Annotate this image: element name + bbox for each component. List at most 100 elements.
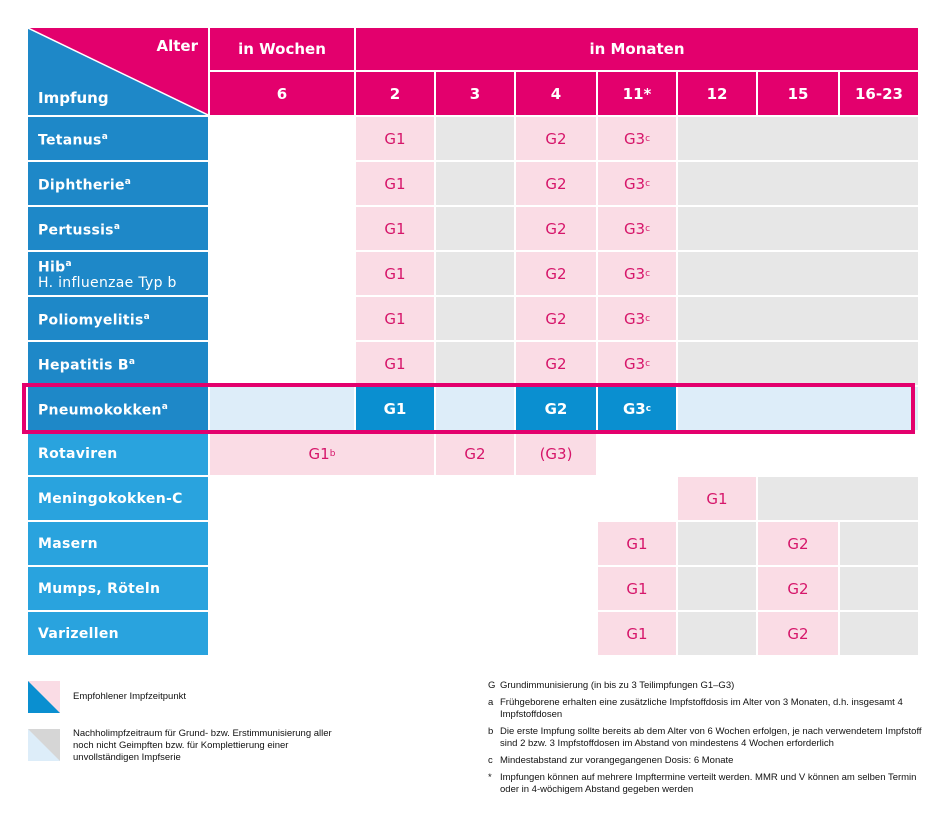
vaccine-name: Varizellen: [38, 625, 119, 642]
vaccine-label-rotaviren: Rotaviren: [28, 432, 208, 475]
vaccine-name-line: Hepatitis Ba: [38, 354, 208, 374]
vaccine-name-line: Meningokokken-C: [38, 491, 208, 507]
dose-label: G2: [545, 219, 567, 238]
dose-cell: G1: [356, 342, 434, 385]
empty-cell: [436, 207, 514, 250]
footnote: c Mindestabstand zur vorangegangenen Dosi…: [488, 755, 930, 767]
dose-cell: G1: [598, 612, 676, 655]
empty-cell: [436, 252, 514, 295]
footnote-key: b: [488, 726, 494, 737]
empty-cell: [678, 342, 918, 385]
vaccine-name: Hib: [38, 259, 66, 276]
age-column-header: 15: [758, 72, 838, 115]
empty-cell: [436, 117, 514, 160]
dose-cell: G3 c: [598, 162, 676, 205]
dose-cell: G2: [436, 432, 514, 475]
dose-cell: G2: [516, 342, 596, 385]
footnote-marker: a: [101, 131, 109, 142]
footnote-text: Frühgeborene erhalten eine zusätzliche I…: [500, 697, 903, 720]
empty-cell: [678, 567, 756, 610]
vaccine-header-label: Impfung: [38, 89, 109, 107]
dose-cell: G1: [356, 252, 434, 295]
dose-label: G1: [384, 129, 406, 148]
empty-cell: [210, 252, 354, 295]
dose-cell: G3 c: [598, 297, 676, 340]
dose-cell: G2: [516, 207, 596, 250]
catchup-swatch-icon: [28, 729, 60, 761]
age-column-header: 4: [516, 72, 596, 115]
vaccine-name: Rotaviren: [38, 445, 118, 462]
age-column-header: 16-23: [840, 72, 918, 115]
empty-cell: [210, 207, 354, 250]
vaccine-name-line: Mumps, Röteln: [38, 581, 208, 597]
footnote-marker: a: [128, 356, 136, 367]
vaccine-name-line: Tetanusa: [38, 129, 208, 149]
dose-cell: G3 c: [598, 252, 676, 295]
empty-cell: [436, 297, 514, 340]
vaccine-name-line: Diphtheriea: [38, 174, 208, 194]
dose-footnote-marker: c: [645, 178, 651, 189]
age-column-header: 12: [678, 72, 756, 115]
age-column-header: 3: [436, 72, 514, 115]
dose-cell: G1 b: [210, 432, 434, 475]
empty-cell: [840, 522, 918, 565]
vaccine-name-line: Varizellen: [38, 626, 208, 642]
footnote-marker: a: [124, 176, 132, 187]
age-column-header: 11*: [598, 72, 676, 115]
dose-cell: G1: [356, 117, 434, 160]
dose-cell: G1: [678, 477, 756, 520]
empty-cell: [678, 387, 918, 430]
empty-cell: [210, 567, 596, 610]
dose-cell: G1: [356, 387, 434, 430]
footnote: b Die erste Impfung sollte bereits ab dem…: [488, 726, 930, 750]
empty-cell: [678, 522, 756, 565]
dose-cell: G2: [516, 297, 596, 340]
dose-label: G2: [545, 264, 567, 283]
dose-footnote-marker: c: [645, 313, 651, 324]
dose-label: G2: [787, 534, 809, 553]
dose-label: G1: [308, 444, 330, 463]
footnote-key: c: [488, 755, 493, 766]
weeks-group-header: in Wochen: [210, 28, 354, 70]
empty-cell: [840, 567, 918, 610]
dose-cell: G1: [356, 162, 434, 205]
months-group-header: in Monaten: [356, 28, 918, 70]
dose-cell: G2: [516, 387, 596, 430]
dose-footnote-marker: c: [645, 358, 651, 369]
dose-cell: G3 c: [598, 342, 676, 385]
vaccine-label-varizellen: Varizellen: [28, 612, 208, 655]
dose-label: G3: [622, 399, 646, 418]
empty-cell: [598, 432, 918, 475]
vaccine-name-line: Poliomyelitisa: [38, 309, 208, 329]
empty-cell: [678, 207, 918, 250]
dose-cell: G3 c: [598, 117, 676, 160]
dose-cell: G2: [758, 522, 838, 565]
dose-label: G1: [384, 174, 406, 193]
dose-cell: G3 c: [598, 387, 676, 430]
footnote-marker: a: [143, 311, 151, 322]
vaccine-name-line: Hiba: [38, 256, 208, 276]
empty-cell: [436, 162, 514, 205]
dose-label: G2: [787, 579, 809, 598]
dose-label: G3: [623, 219, 646, 238]
vaccine-label-poliomyelitis: Poliomyelitisa: [28, 297, 208, 340]
vaccine-name-line: Pneumokokkena: [38, 399, 208, 419]
dose-label: G1: [383, 399, 407, 418]
empty-cell: [210, 297, 354, 340]
dose-label: G2: [545, 354, 567, 373]
empty-cell: [678, 612, 756, 655]
vaccine-name-line: Rotaviren: [38, 446, 208, 462]
dose-label: G1: [626, 624, 648, 643]
dose-footnote-marker: b: [329, 448, 336, 459]
footnote: G Grundimmunisierung (in bis zu 3 Teilimp…: [488, 680, 930, 692]
dose-label: G3: [623, 354, 646, 373]
dose-label: G1: [384, 309, 406, 328]
dose-label: G1: [626, 579, 648, 598]
vaccine-label-masern: Masern: [28, 522, 208, 565]
dose-footnote-marker: c: [645, 223, 651, 234]
empty-cell: [436, 387, 514, 430]
footnote-text: Mindestabstand zur vorangegangenen Dosis…: [500, 755, 734, 766]
empty-cell: [210, 162, 354, 205]
legend-catchup: Nachholimpfzeitraum für Grund- bzw. Erst…: [73, 728, 332, 763]
dose-footnote-marker: c: [645, 403, 652, 414]
